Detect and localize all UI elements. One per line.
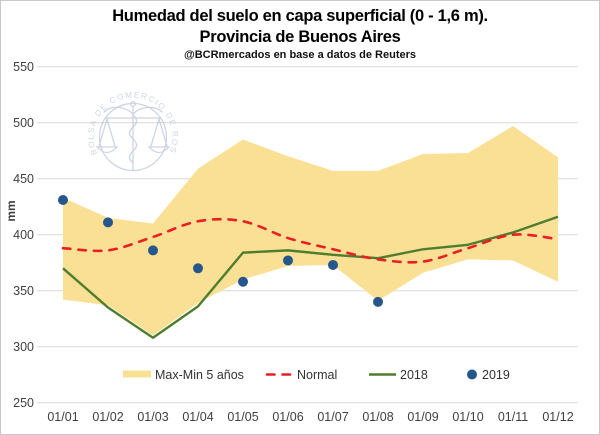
x-tick-label: 01/10 [452,410,483,424]
watermark-chain-right [150,118,168,147]
watermark-pan-right [147,146,171,154]
y-tick-label: 550 [13,60,34,74]
legend-label-maxmin: Max-Min 5 años [155,368,244,382]
y-tick-label: 500 [13,116,34,130]
y-tick-label: 300 [13,340,34,354]
line-normal [61,217,560,264]
x-tick-label: 01/02 [92,410,123,424]
chart-source: @BCRmercados en base a datos de Reuters [183,49,417,61]
chart-title-line1: Humedad del suelo en capa superficial (0… [112,7,488,25]
dot-2019 [373,296,383,307]
x-tick-label: 01/07 [317,410,348,424]
dot-2019 [328,259,338,270]
chart-title-line2: Provincia de Buenos Aires [199,28,401,46]
dot-2019 [148,245,158,256]
line-2018 [62,215,559,339]
max-min-band [63,126,558,336]
y-tick-label: 450 [13,172,34,186]
legend-swatch-maxmin [123,370,151,378]
x-tick-label: 01/01 [47,410,78,424]
x-tick-label: 01/08 [362,410,393,424]
watermark-wings [103,106,163,115]
legend-swatch-2019 [467,369,477,380]
legend-label-normal: Normal [297,368,337,382]
dot-2019 [58,194,68,205]
x-tick-label: 01/06 [272,410,303,424]
watermark-pan-left [95,146,119,154]
x-tick-label: 01/03 [137,410,168,424]
watermark-snake [128,114,138,164]
y-tick-label: 400 [13,228,34,242]
legend-label-2018: 2018 [400,368,428,382]
dot-2019 [103,217,113,228]
y-axis-title: mm [4,200,18,221]
x-tick-label: 01/09 [407,410,438,424]
dot-2019 [238,276,248,287]
watermark-knob [129,100,137,108]
y-tick-label: 350 [13,284,34,298]
x-tick-label: 01/04 [182,410,213,424]
watermark-chain-left [98,118,116,147]
x-tick-label: 01/05 [227,410,258,424]
y-tick-label: 250 [13,396,34,410]
x-tick-label: 01/12 [542,410,573,424]
legend-label-2019: 2019 [482,368,510,382]
dot-2019 [283,255,293,266]
dot-2019 [193,263,203,274]
x-tick-label: 01/11 [498,410,528,424]
chart-header: Humedad del suelo en capa superficial (0… [1,6,599,62]
